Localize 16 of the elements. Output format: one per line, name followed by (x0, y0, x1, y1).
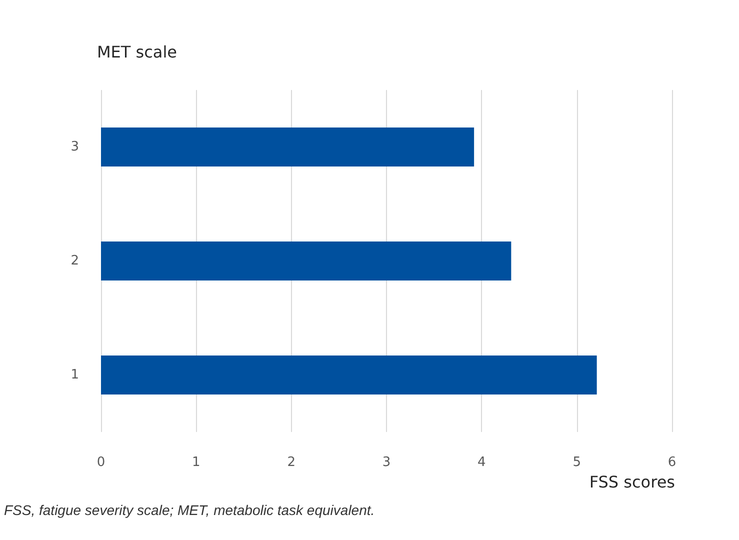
x-tick-label: 2 (287, 455, 296, 470)
x-tick-label: 1 (192, 455, 200, 470)
y-tick-label: 1 (70, 368, 79, 382)
x-tick-label: 3 (382, 455, 391, 470)
x-axis-title: FSS scores (589, 472, 676, 492)
x-tick-label: 6 (668, 455, 676, 470)
x-tick-label: 4 (478, 455, 486, 470)
bar (101, 356, 597, 394)
x-tick-label: 5 (572, 455, 581, 470)
bar (101, 242, 512, 280)
x-tick-label: 0 (96, 455, 106, 470)
y-tick-label: 2 (70, 254, 79, 268)
chart-title: MET scale (97, 42, 177, 62)
text: FSS, fatigue severity scale; MET, metabolic task equivalent. (4, 502, 375, 518)
y-tick-label: 3 (70, 140, 79, 154)
bar (101, 128, 474, 166)
